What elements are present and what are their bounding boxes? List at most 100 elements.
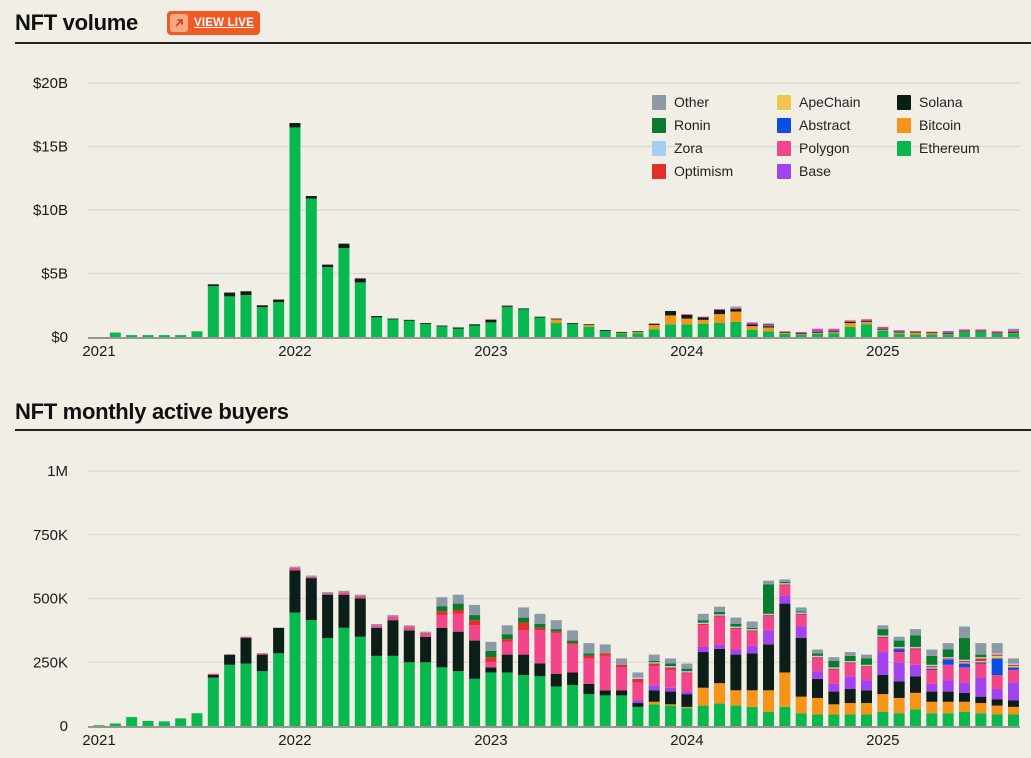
bar-segment-solana — [452, 631, 464, 672]
bar-segment-ethereum — [371, 655, 383, 726]
bar-segment-polygon — [779, 585, 791, 596]
bar-segment-bitcoin — [861, 703, 873, 715]
bar-segment-ethereum — [779, 706, 791, 726]
bar-segment-ethereum — [485, 322, 497, 337]
bar-segment-bitcoin — [844, 703, 856, 715]
bar-segment-apechain — [926, 667, 938, 669]
bar-segment-ethereum — [991, 333, 1003, 337]
bar-stack — [289, 123, 301, 337]
bar-segment-polygon — [942, 331, 954, 333]
bar-segment-ronin — [534, 624, 546, 628]
bar-segment-polygon — [681, 673, 693, 692]
bar-segment-ethereum — [93, 725, 105, 727]
legend-label: Bitcoin — [919, 117, 962, 133]
bar-segment-base — [746, 323, 758, 325]
bar-stack — [1007, 658, 1019, 726]
bar-segment-solana — [273, 627, 285, 654]
bar-segment-ethereum — [877, 330, 889, 337]
bar-stack — [697, 316, 709, 337]
bar-segment-ethereum — [828, 714, 840, 726]
bar-segment-solana — [844, 321, 856, 324]
legend-swatch — [652, 94, 666, 110]
bar-segment-bitcoin — [763, 690, 775, 712]
bar-segment-other — [289, 566, 301, 568]
x-tick-label: 2022 — [278, 732, 311, 749]
bar-segment-other — [795, 607, 807, 612]
bar-segment-other — [828, 657, 840, 661]
bar-segment-polygon — [975, 329, 987, 331]
bar-segment-ethereum — [338, 248, 350, 337]
legend-swatch — [777, 140, 791, 156]
bar-segment-bitcoin — [893, 697, 905, 714]
bar-segment-bitcoin — [893, 331, 905, 334]
bar-segment-zora — [632, 677, 644, 679]
bar-segment-ethereum — [795, 334, 807, 337]
bar-segment-bitcoin — [926, 332, 938, 335]
bar-segment-abstract — [942, 659, 954, 665]
bar-segment-ethereum — [926, 713, 938, 726]
bar-segment-other — [991, 643, 1003, 654]
bar-segment-zora — [730, 626, 742, 628]
bar-segment-other — [942, 643, 954, 650]
bar-segment-ethereum — [844, 714, 856, 726]
bar-segment-bitcoin — [795, 696, 807, 714]
bar-segment-solana — [387, 318, 399, 320]
bar-segment-other — [371, 624, 383, 626]
volume-title-rule — [15, 42, 1031, 44]
bar-segment-ethereum — [256, 671, 268, 726]
legend-label: Base — [799, 163, 831, 179]
legend-swatch — [897, 94, 911, 110]
bar-segment-ethereum — [534, 676, 546, 726]
bar-segment-solana — [289, 570, 301, 613]
bar-segment-bitcoin — [910, 331, 921, 335]
bar-stack — [877, 625, 889, 726]
bar-segment-bitcoin — [861, 321, 873, 325]
bar-segment-bitcoin — [665, 315, 677, 325]
bar-segment-bitcoin — [681, 706, 693, 709]
bar-segment-ethereum — [175, 718, 187, 726]
bar-segment-ronin — [746, 627, 758, 630]
bar-segment-bitcoin — [877, 694, 889, 712]
bar-segment-solana — [795, 333, 807, 334]
view-live-button[interactable]: VIEW LIVE — [167, 11, 260, 35]
bar-segment-solana — [926, 691, 938, 702]
bar-stack — [910, 629, 921, 726]
bar-segment-zora — [877, 635, 889, 637]
bar-segment-polygon — [485, 662, 497, 668]
bar-segment-optimism — [714, 615, 726, 617]
bar-segment-polygon — [616, 667, 628, 691]
bar-stack — [861, 654, 873, 726]
bar-segment-polygon — [501, 641, 513, 655]
bar-stack — [779, 579, 791, 726]
bar-stack — [779, 331, 791, 337]
bar-segment-ethereum — [812, 333, 824, 337]
bar-segment-ethereum — [126, 717, 138, 726]
bar-segment-polygon — [534, 630, 546, 664]
bar-segment-base — [632, 700, 644, 704]
bar-segment-other — [779, 579, 791, 582]
bar-segment-abstract — [991, 658, 1003, 675]
bar-segment-ethereum — [289, 612, 301, 726]
legend-swatch — [652, 140, 666, 156]
bar-segment-zora — [844, 660, 856, 663]
bar-stack — [893, 636, 905, 726]
bar-segment-solana — [648, 690, 660, 702]
bar-segment-ethereum — [420, 323, 432, 337]
bar-segment-solana — [534, 316, 546, 318]
bar-stack — [273, 627, 285, 726]
legend-swatch — [897, 117, 911, 133]
bar-segment-solana — [991, 699, 1003, 706]
bar-segment-optimism — [795, 613, 807, 616]
bar-segment-ethereum — [256, 307, 268, 337]
legend-label: Abstract — [799, 117, 851, 133]
bar-segment-ethereum — [387, 655, 399, 726]
bar-stack — [910, 331, 921, 337]
bar-segment-ronin — [926, 655, 938, 665]
legend-label: Zora — [674, 140, 703, 156]
bar-segment-polygon — [730, 629, 742, 650]
bar-segment-solana — [338, 594, 350, 628]
bar-segment-ethereum — [681, 324, 693, 337]
bar-stack — [436, 325, 448, 337]
bar-segment-zora — [926, 664, 938, 667]
bar-segment-bitcoin — [746, 690, 758, 707]
